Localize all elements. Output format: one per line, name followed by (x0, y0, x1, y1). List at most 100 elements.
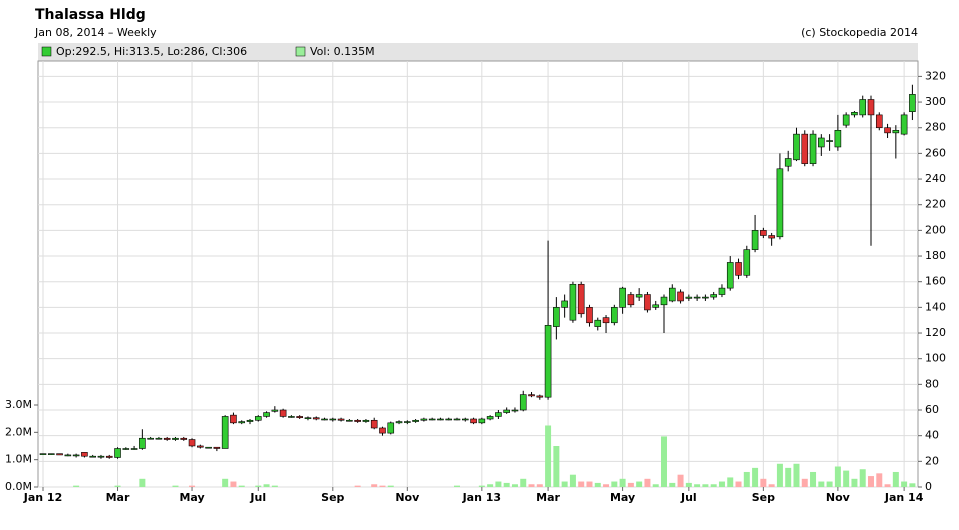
volume-bar (139, 478, 146, 487)
candle-body (842, 114, 850, 126)
candle-body (147, 437, 154, 440)
candle-body (594, 319, 602, 327)
volume-bar (636, 481, 643, 487)
y-tick-label: 40 (925, 429, 939, 442)
candle-body (702, 296, 709, 299)
volume-bar (561, 481, 568, 487)
candle-body (263, 412, 270, 417)
candle-body (553, 307, 560, 327)
volume-bar (685, 482, 692, 487)
candle-body (180, 437, 188, 440)
candle-body (155, 437, 163, 440)
candle-body (528, 394, 535, 397)
candle-body (122, 448, 130, 450)
candle-body (900, 114, 908, 135)
volume-bar (785, 467, 792, 487)
candle-body (768, 235, 775, 239)
volume-bar (735, 481, 742, 487)
volume-bar (743, 471, 750, 487)
candle-body (834, 129, 842, 148)
candle-body (139, 437, 146, 449)
volume-bar (834, 466, 841, 487)
candle-body (851, 112, 858, 116)
candle-body (511, 409, 519, 412)
candle-body (503, 409, 510, 413)
candle-body (230, 414, 237, 424)
candle-body (395, 421, 403, 424)
candle-body (105, 455, 113, 458)
candle-body (47, 453, 55, 455)
candle-body (619, 287, 626, 308)
candle-body (197, 445, 204, 448)
candle-body (337, 418, 345, 421)
volume-bar (172, 485, 179, 487)
legend-volume: Vol: 0.135M (310, 45, 375, 58)
volume-bar (627, 482, 634, 487)
candle-body (495, 412, 502, 417)
candle-body (163, 437, 171, 440)
candle-body (627, 294, 635, 306)
volume-bar (909, 483, 916, 487)
candle-body (818, 137, 825, 148)
volume-bar (669, 482, 676, 487)
candle-body (470, 418, 477, 424)
candle-body (677, 291, 684, 302)
volume-bar (478, 485, 485, 487)
y2-tick-label: 3.0M (5, 398, 32, 411)
candle-body (437, 418, 444, 421)
candle-body (362, 419, 370, 422)
legend-price: Op:292.5, Hi:313.5, Lo:286, Cl:306 (56, 45, 247, 58)
y-tick-label: 260 (925, 146, 946, 159)
volume-bar (255, 485, 262, 487)
x-tick-label: Jan 14 (884, 491, 924, 504)
candle-body (826, 140, 833, 142)
volume-bar (594, 482, 601, 487)
candle-body (412, 419, 419, 422)
candle-body (735, 262, 742, 276)
volume-bar (694, 484, 701, 487)
y-tick-label: 0 (925, 480, 932, 493)
chart-title: Thalassa Hldg (35, 7, 146, 23)
x-tick-label: May (610, 491, 635, 504)
candle-body (329, 418, 337, 421)
y-tick-label: 200 (925, 223, 946, 236)
volume-bar (495, 481, 502, 487)
legend-bar (38, 43, 918, 61)
volume-bar (553, 446, 560, 487)
y-tick-label: 80 (925, 377, 939, 390)
candle-body (569, 283, 577, 321)
candle-body (312, 417, 320, 420)
volume-bar (387, 485, 394, 487)
y-tick-label: 320 (925, 69, 946, 82)
volume-bar (810, 471, 817, 487)
volume-bar (536, 484, 543, 487)
y-tick-label: 100 (925, 352, 946, 365)
y-tick-label: 280 (925, 121, 946, 134)
volume-bar (379, 485, 386, 487)
candle-body (188, 439, 196, 447)
x-tick-label: Sep (321, 491, 344, 504)
y-tick-label: 300 (925, 95, 946, 108)
volume-bar (545, 425, 552, 487)
candle-body (56, 453, 63, 456)
candle-body (420, 418, 428, 421)
volume-bar (511, 484, 518, 487)
volume-bar (768, 484, 775, 487)
volume-bar (677, 474, 684, 487)
volume-bar (263, 484, 270, 487)
volume-bar (271, 485, 278, 487)
candle-body (279, 409, 287, 417)
volume-bar (876, 473, 883, 487)
x-tick-label: Nov (826, 491, 851, 504)
volume-bar (603, 484, 610, 487)
volume-bar (528, 484, 535, 487)
candle-body (801, 133, 809, 164)
volume-bar (371, 484, 378, 487)
volume-bar (238, 485, 245, 487)
volume-bar (586, 481, 593, 487)
x-tick-label: Sep (752, 491, 775, 504)
y2-tick-label: 1.0M (5, 453, 32, 466)
y-tick-label: 140 (925, 300, 946, 313)
volume-bar (718, 481, 725, 487)
